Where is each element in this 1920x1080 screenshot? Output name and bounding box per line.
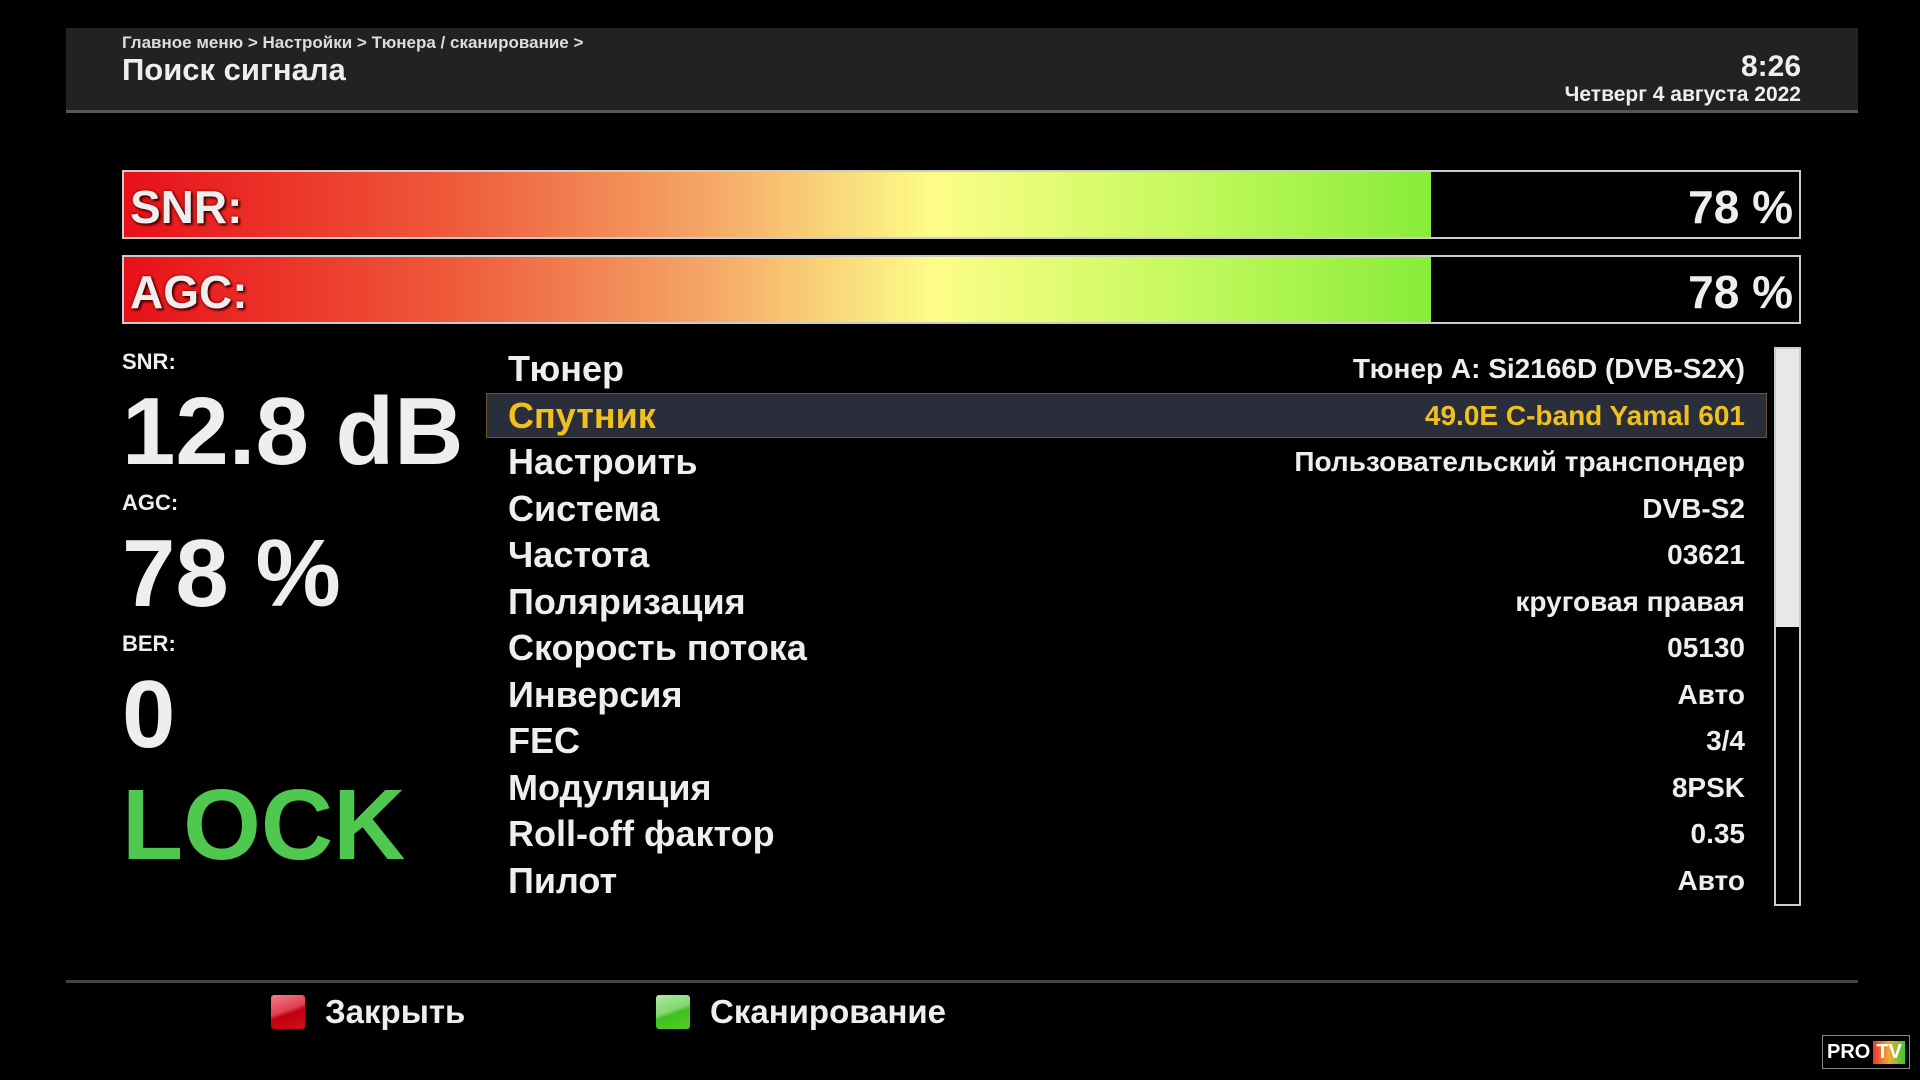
snr-value: 12.8 dB bbox=[122, 378, 464, 485]
lock-status: LOCK bbox=[122, 769, 406, 881]
param-value: 3/4 bbox=[1706, 725, 1745, 756]
param-value: круговая правая bbox=[1515, 585, 1745, 617]
param-label: Тюнер bbox=[508, 348, 625, 389]
param-value: 49.0E C-band Yamal 601 bbox=[1424, 399, 1745, 431]
selection-highlight bbox=[486, 393, 1767, 438]
param-label: Модуляция bbox=[508, 766, 712, 808]
snr-bar-fill bbox=[124, 172, 1431, 237]
agc-bar-percent: 78 % bbox=[1688, 266, 1793, 318]
agc-label: AGC: bbox=[122, 490, 179, 515]
agc-value: 78 % bbox=[122, 520, 341, 627]
param-row[interactable]: Пилот Авто bbox=[508, 858, 1745, 904]
page-title: Поиск сигнала bbox=[122, 52, 346, 87]
param-row[interactable]: Инверсия Авто bbox=[508, 672, 1745, 718]
param-value: 03621 bbox=[1667, 539, 1745, 570]
param-row[interactable]: FEC 3/4 bbox=[508, 718, 1745, 764]
param-value: DVB-S2 bbox=[1642, 492, 1745, 524]
param-row[interactable]: Поляризация круговая правая bbox=[508, 579, 1745, 625]
param-row[interactable]: Скорость потока 05130 bbox=[508, 625, 1745, 671]
param-label: Система bbox=[508, 487, 660, 529]
param-label: Пилот bbox=[508, 859, 618, 901]
param-label: FEC bbox=[508, 720, 580, 761]
ber-label: BER: bbox=[122, 631, 176, 656]
scan-button[interactable]: Сканирование bbox=[656, 992, 946, 1032]
snr-bar: SNR: 78 % bbox=[122, 170, 1801, 239]
param-row[interactable]: Тюнер Тюнер A: Si2166D (DVB-S2X) bbox=[508, 346, 1745, 392]
agc-bar: AGC: 78 % bbox=[122, 255, 1801, 324]
ber-value: 0 bbox=[122, 661, 176, 768]
agc-bar-fill bbox=[124, 257, 1431, 322]
param-value: 8PSK bbox=[1671, 771, 1745, 803]
close-label: Закрыть bbox=[325, 993, 466, 1030]
footer-divider bbox=[66, 980, 1858, 983]
clock-date: Четверг 4 августа 2022 bbox=[1564, 83, 1801, 106]
snr-bar-label: SNR: bbox=[130, 181, 243, 233]
header-bar bbox=[66, 28, 1858, 113]
close-button[interactable]: Закрыть bbox=[271, 992, 465, 1032]
param-label: Поляризация bbox=[508, 580, 746, 622]
param-row[interactable]: Roll-off фактор 0.35 bbox=[508, 811, 1745, 857]
snr-label: SNR: bbox=[122, 349, 176, 374]
param-row[interactable]: Спутник 49.0E C-band Yamal 601 bbox=[508, 393, 1745, 439]
breadcrumb: Главное меню > Настройки > Тюнера / скан… bbox=[122, 33, 584, 52]
param-label: Скорость потока bbox=[508, 627, 807, 668]
param-value: Авто bbox=[1677, 678, 1745, 710]
param-label: Инверсия bbox=[508, 673, 683, 715]
param-value: Тюнер A: Si2166D (DVB-S2X) bbox=[1352, 353, 1745, 384]
param-value: 05130 bbox=[1667, 632, 1745, 663]
param-label: Спутник bbox=[508, 394, 656, 436]
param-value: Пользовательский транспондер bbox=[1294, 446, 1745, 477]
param-label: Roll-off фактор bbox=[508, 813, 775, 854]
scrollbar[interactable] bbox=[1774, 347, 1801, 906]
watermark-logo: PRO TV bbox=[1822, 1035, 1910, 1069]
green-key-icon bbox=[656, 995, 690, 1029]
param-label: Частота bbox=[508, 534, 650, 575]
param-row[interactable]: Частота 03621 bbox=[508, 532, 1745, 578]
param-label: Настроить bbox=[508, 441, 698, 482]
param-row[interactable]: Система DVB-S2 bbox=[508, 486, 1745, 532]
red-key-icon bbox=[271, 995, 305, 1029]
param-row[interactable]: Модуляция 8PSK bbox=[508, 765, 1745, 811]
param-value: Авто bbox=[1677, 864, 1745, 896]
snr-bar-percent: 78 % bbox=[1688, 181, 1793, 233]
scan-label: Сканирование bbox=[710, 993, 947, 1030]
clock-time: 8:26 bbox=[1740, 50, 1801, 83]
scrollbar-thumb[interactable] bbox=[1776, 349, 1799, 627]
param-row[interactable]: Настроить Пользовательский транспондер bbox=[508, 439, 1745, 485]
agc-bar-label: AGC: bbox=[130, 266, 248, 318]
param-value: 0.35 bbox=[1690, 818, 1746, 849]
